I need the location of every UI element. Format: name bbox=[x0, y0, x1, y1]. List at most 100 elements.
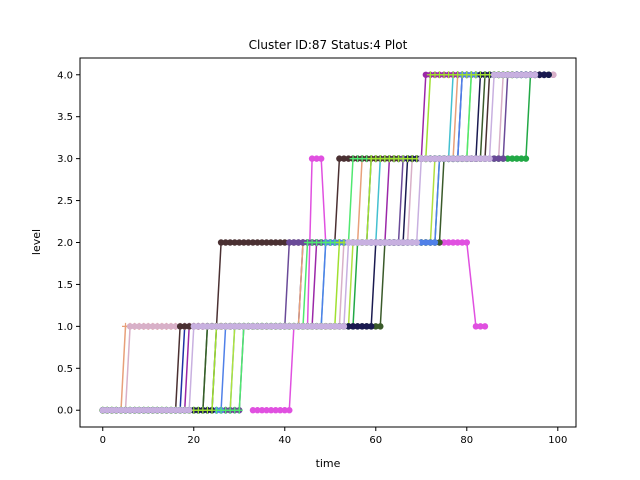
series-point bbox=[181, 323, 188, 330]
y-tick-label: 3.5 bbox=[57, 112, 73, 123]
series-point bbox=[281, 239, 288, 246]
series-point bbox=[272, 239, 279, 246]
series-point bbox=[167, 407, 175, 414]
series-point bbox=[377, 239, 384, 246]
y-tick-label: 2.5 bbox=[57, 196, 73, 207]
series-point bbox=[349, 239, 357, 246]
series-point bbox=[217, 239, 225, 246]
series-point bbox=[449, 239, 457, 246]
series-point bbox=[422, 239, 430, 246]
series-markers bbox=[99, 71, 539, 414]
series-point bbox=[358, 323, 366, 330]
series-point bbox=[495, 71, 502, 78]
series-point bbox=[299, 323, 307, 330]
series-point bbox=[504, 71, 511, 78]
series-point bbox=[354, 323, 361, 330]
series-point bbox=[308, 323, 316, 330]
series-point bbox=[258, 239, 266, 246]
series-point bbox=[145, 323, 152, 330]
series-point bbox=[195, 323, 202, 330]
series-point bbox=[263, 239, 270, 246]
series-point bbox=[390, 239, 398, 246]
series-point bbox=[277, 407, 284, 414]
series-point bbox=[372, 323, 379, 330]
series-point bbox=[322, 323, 329, 330]
series-point bbox=[186, 407, 193, 414]
series-point bbox=[281, 323, 288, 330]
series-point bbox=[395, 239, 402, 246]
series-point bbox=[140, 407, 147, 414]
y-axis: 0.0 0.5 1.0 1.5 2.0 2.5 3.0 3.5 4.0 bbox=[57, 70, 80, 417]
series-point bbox=[345, 155, 352, 162]
series-point bbox=[399, 239, 407, 246]
series-point bbox=[240, 323, 248, 330]
series-point bbox=[472, 155, 480, 162]
series-point bbox=[545, 71, 552, 78]
series-point bbox=[208, 323, 216, 330]
series-point bbox=[290, 323, 298, 330]
series-point bbox=[527, 71, 534, 78]
series-point bbox=[481, 323, 489, 330]
series-point bbox=[427, 155, 434, 162]
series-point bbox=[254, 407, 261, 414]
series-point bbox=[131, 323, 138, 330]
series-point bbox=[108, 407, 116, 414]
series-point bbox=[163, 323, 170, 330]
series-point bbox=[249, 407, 257, 414]
series-point bbox=[272, 407, 279, 414]
series-point bbox=[431, 155, 439, 162]
series-point bbox=[176, 323, 184, 330]
series-point bbox=[145, 407, 152, 414]
series-point bbox=[454, 239, 461, 246]
series-point bbox=[149, 407, 157, 414]
series-point bbox=[477, 155, 484, 162]
series-point bbox=[317, 323, 325, 330]
series-point bbox=[313, 155, 320, 162]
series-point bbox=[181, 407, 188, 414]
series-point bbox=[158, 323, 166, 330]
series-point bbox=[99, 407, 106, 414]
y-tick-label: 1.5 bbox=[57, 280, 73, 291]
series-point bbox=[345, 323, 352, 330]
series-point bbox=[463, 239, 470, 246]
series-point bbox=[418, 155, 425, 162]
series-point bbox=[295, 239, 302, 246]
series-point bbox=[418, 239, 425, 246]
series-point bbox=[459, 155, 466, 162]
series-point bbox=[254, 239, 261, 246]
series-point bbox=[340, 323, 348, 330]
series-point bbox=[126, 407, 134, 414]
series-point bbox=[504, 155, 511, 162]
series-point bbox=[445, 155, 452, 162]
series-point bbox=[499, 155, 507, 162]
series-point bbox=[286, 239, 293, 246]
x-tick-label: 0 bbox=[100, 435, 106, 446]
series-point bbox=[167, 323, 175, 330]
series-point bbox=[404, 239, 411, 246]
series-point bbox=[513, 71, 521, 78]
series-point bbox=[531, 71, 539, 78]
chart-title: Cluster ID:87 Status:4 Plot bbox=[249, 38, 408, 52]
series-point bbox=[490, 155, 498, 162]
series-point bbox=[222, 323, 229, 330]
series-point bbox=[126, 323, 134, 330]
series-point bbox=[536, 71, 543, 78]
series-point bbox=[254, 323, 261, 330]
series-point bbox=[413, 239, 420, 246]
x-axis-label: time bbox=[316, 457, 341, 470]
series-point bbox=[358, 239, 366, 246]
series-point bbox=[540, 71, 548, 78]
series-point bbox=[249, 239, 257, 246]
series-point bbox=[377, 323, 384, 330]
series-point bbox=[386, 239, 393, 246]
y-axis-label: level bbox=[30, 229, 43, 255]
series-point bbox=[381, 239, 389, 246]
y-tick-label: 1.0 bbox=[57, 322, 73, 333]
series-point bbox=[135, 407, 143, 414]
series-point bbox=[336, 323, 343, 330]
series-point bbox=[281, 407, 288, 414]
series-point bbox=[204, 323, 211, 330]
series-point bbox=[226, 323, 234, 330]
series-point bbox=[340, 155, 348, 162]
